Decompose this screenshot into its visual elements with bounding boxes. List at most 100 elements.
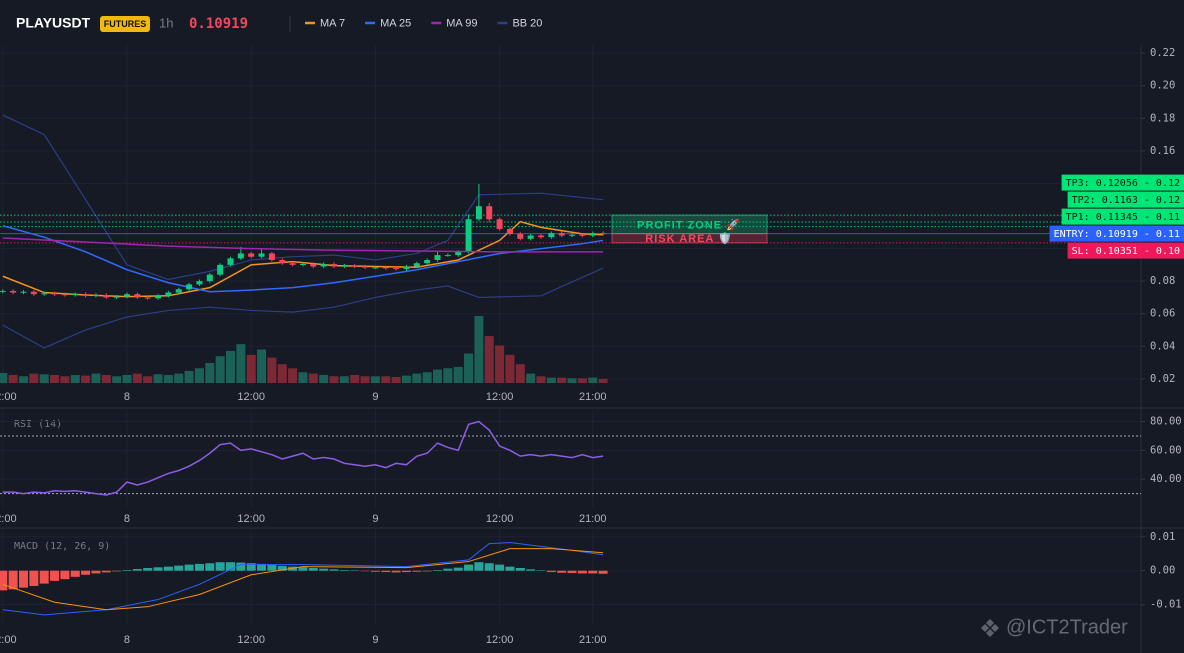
series-line [2, 225, 604, 293]
last-price: 0.10919 [189, 16, 248, 32]
volume-bar [567, 378, 577, 383]
level-label-bg [1067, 191, 1184, 208]
histogram-bar [194, 563, 204, 571]
volume-bar [112, 376, 122, 383]
histogram-bar [588, 570, 598, 574]
x-tick-label: 8 [124, 391, 130, 403]
volume-bar [412, 373, 422, 383]
histogram-bar [267, 564, 277, 571]
volume-bar [370, 376, 380, 383]
volume-bar [132, 373, 142, 383]
candle-body [248, 253, 255, 257]
histogram-bar [70, 570, 80, 577]
histogram-bar [484, 563, 494, 571]
candle-body [330, 264, 337, 267]
histogram-bar [60, 570, 70, 580]
candle-body [279, 259, 286, 264]
histogram-bar [39, 570, 49, 584]
candle-body [144, 297, 151, 299]
x-tick-label: 21:00 [579, 513, 607, 525]
histogram-bar [174, 565, 184, 571]
volume-bar [588, 377, 598, 383]
candle-body [465, 219, 472, 252]
y-tick-label: 0.01 [1150, 531, 1175, 543]
candle-body [61, 294, 68, 296]
volume-bar [484, 336, 494, 383]
candle-body [299, 264, 306, 266]
candle-body [92, 294, 99, 296]
x-tick-label: 12:00 [486, 513, 514, 525]
candle-body [41, 293, 48, 295]
volume-bar [526, 373, 536, 383]
volume-bar [70, 374, 80, 383]
volume-bar [0, 372, 8, 383]
volume-bar [50, 374, 60, 383]
volume-bar [267, 357, 277, 383]
volume-bar [174, 373, 184, 383]
volume-bar [246, 354, 256, 383]
x-tick-label: 12:00 [237, 513, 265, 525]
candle-body [382, 267, 389, 269]
level-label: TP3: 0.12056 - 0.12 [1066, 178, 1180, 189]
histogram-bar [132, 569, 142, 571]
histogram-bar [360, 570, 370, 572]
volume-bar [360, 376, 370, 383]
candle-body [486, 206, 493, 220]
histogram-bar [422, 570, 432, 572]
histogram-bar [381, 570, 391, 573]
volume-bar [184, 370, 194, 383]
watermark-logo [981, 619, 999, 637]
y-tick-label: 0.06 [1150, 308, 1175, 320]
candle-body [475, 206, 482, 220]
candle-body [393, 268, 400, 270]
candle-body [268, 253, 275, 260]
symbol: PLAYUSDT [16, 15, 91, 31]
legend-label: MA 25 [380, 17, 411, 29]
volume-bar [60, 376, 70, 383]
level-label: TP2: 0.1163 - 0.12 [1072, 195, 1180, 206]
volume-bar [236, 344, 246, 383]
volume-bar [536, 376, 546, 383]
volume-bar [339, 376, 349, 383]
candle-body [538, 235, 545, 238]
volume-bar [443, 368, 453, 383]
histogram-bar [567, 570, 577, 574]
x-tick-label: 12:00 [0, 391, 17, 403]
histogram-bar [101, 570, 111, 573]
histogram-bar [536, 570, 546, 571]
x-tick-label: 9 [372, 391, 378, 403]
histogram-bar [143, 568, 153, 571]
x-tick-label: 21:00 [579, 634, 607, 646]
candle-body [123, 294, 130, 297]
volume-bar [101, 374, 111, 383]
volume-bar [257, 349, 267, 383]
candle-body [0, 290, 6, 292]
macd-title: MACD (12, 26, 9) [14, 541, 110, 552]
y-tick-label: 0.22 [1150, 47, 1175, 59]
volume-bar [577, 378, 587, 383]
candle-body [455, 251, 462, 256]
candle-body [362, 266, 369, 268]
level-label-bg [1049, 225, 1184, 242]
y-tick-label: 0.04 [1150, 340, 1175, 352]
candle-body [30, 291, 37, 295]
zone-label: RISK AREA 🛡️ [645, 232, 732, 245]
histogram-bar [443, 568, 453, 571]
candle-body [237, 253, 244, 259]
histogram-bar [350, 570, 360, 571]
histogram-bar [225, 562, 235, 571]
candle-body [186, 284, 193, 290]
x-tick-label: 9 [372, 513, 378, 525]
x-tick-label: 12:00 [0, 513, 17, 525]
histogram-bar [598, 570, 608, 574]
volume-bar [225, 350, 235, 383]
candle-body [175, 289, 182, 293]
histogram-bar [526, 569, 536, 571]
candle-body [589, 233, 596, 236]
candle-body [310, 264, 317, 267]
histogram-bar [474, 562, 484, 571]
bollinger-band [2, 114, 604, 281]
volume-bar [319, 374, 329, 383]
